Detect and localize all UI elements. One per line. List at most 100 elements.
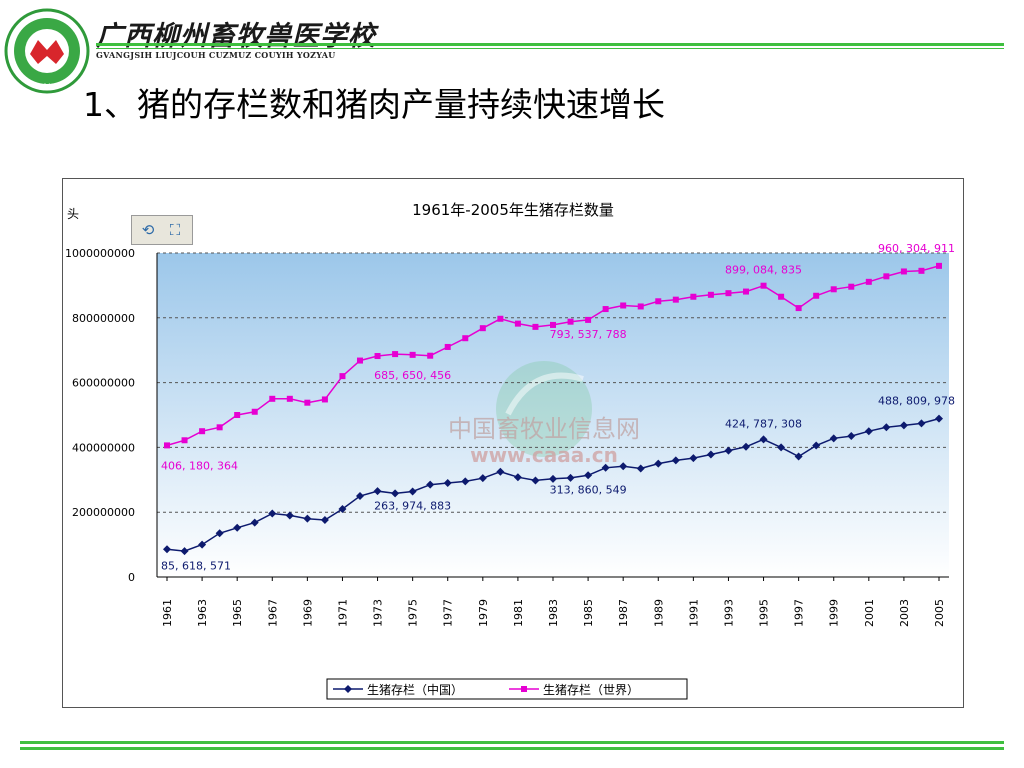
data-point [689, 454, 698, 463]
data-point [778, 293, 785, 300]
data-point [724, 446, 733, 455]
data-point [269, 395, 276, 402]
y-tick-label: 0 [128, 571, 135, 584]
data-point [163, 545, 171, 554]
data-point [339, 373, 346, 380]
data-point [602, 306, 609, 313]
legend-label: 生猪存栏（世界） [543, 682, 639, 697]
school-logo: 1940 [4, 8, 90, 94]
data-point [531, 476, 540, 485]
x-tick-label: 1969 [301, 599, 314, 627]
data-point [285, 511, 294, 520]
data-point [672, 296, 679, 303]
data-point [567, 318, 574, 325]
data-point [725, 290, 732, 297]
legend-label: 生猪存栏（中国） [367, 682, 463, 697]
data-point [760, 282, 767, 289]
data-point [743, 288, 749, 295]
data-point [759, 435, 768, 444]
data-point [742, 442, 750, 451]
x-tick-label: 1991 [687, 599, 700, 627]
data-point [357, 357, 363, 364]
data-point [899, 421, 908, 430]
x-tick-label: 1995 [758, 599, 771, 627]
pig-inventory-line-chart: 中国畜牧业信息网 www.caaa.cn 0 200000000 400000000… [65, 201, 955, 700]
data-label: 899, 084, 835 [725, 264, 802, 277]
data-point [180, 547, 189, 556]
watermark-url: www.caaa.cn [470, 443, 618, 467]
data-point [865, 278, 872, 285]
data-point [215, 529, 224, 538]
header-divider-thin [96, 48, 1004, 49]
data-point [233, 523, 242, 532]
data-point [900, 268, 907, 275]
y-tick-label: 1000000000 [65, 247, 135, 260]
data-point [777, 443, 786, 452]
data-point [883, 273, 890, 280]
data-point [601, 463, 610, 472]
data-point [303, 514, 312, 523]
data-point [864, 427, 873, 436]
x-tick-label: 1961 [161, 599, 174, 627]
watermark-text: 中国畜牧业信息网 [448, 415, 640, 443]
data-point [532, 323, 539, 330]
data-label: 85, 618, 571 [161, 559, 231, 572]
x-tick-label: 1997 [793, 599, 806, 627]
data-point [444, 343, 451, 350]
x-tick-label: 1977 [442, 599, 455, 627]
data-point [847, 432, 856, 441]
data-point [655, 298, 662, 305]
data-label: 685, 650, 456 [374, 369, 451, 382]
data-point [164, 442, 170, 449]
plot-area [157, 253, 949, 577]
data-point [392, 351, 399, 358]
x-tick-label: 1965 [231, 599, 244, 627]
data-point [216, 424, 223, 431]
x-tick-label: 1973 [372, 599, 385, 627]
data-point [427, 352, 434, 359]
data-point [374, 353, 381, 360]
data-point [250, 518, 259, 527]
data-label: 424, 787, 308 [725, 417, 802, 430]
x-tick-label: 1981 [512, 599, 525, 627]
data-point [829, 434, 838, 443]
data-point [794, 452, 803, 461]
footer-divider [20, 741, 1004, 744]
data-point [286, 395, 293, 402]
data-point [320, 515, 329, 524]
data-point [304, 399, 311, 406]
data-label: 960, 304, 911 [878, 242, 955, 255]
header-divider [96, 43, 1004, 46]
data-label: 793, 537, 788 [550, 328, 627, 341]
data-point [706, 450, 715, 459]
x-tick-label: 1979 [477, 599, 490, 627]
x-tick-label: 1985 [582, 599, 595, 627]
data-point [513, 473, 522, 482]
legend-marker [521, 686, 527, 692]
data-point [671, 456, 680, 465]
data-point [496, 467, 505, 476]
school-name-cn: 广西柳州畜牧兽医学校 [96, 21, 376, 52]
rotate-icon[interactable]: ⟲ [141, 221, 155, 239]
data-point [408, 487, 417, 496]
data-point [636, 464, 645, 473]
chart-frame: 中国畜牧业信息网 www.caaa.cn 0 200000000 400000000… [62, 178, 964, 708]
footer-divider-lower [20, 747, 1004, 750]
data-point [426, 480, 435, 489]
fullscreen-icon[interactable]: ⛶ [169, 221, 181, 239]
x-tick-label: 1967 [266, 599, 279, 627]
y-axis-unit-label: 头 [67, 207, 79, 221]
data-point [620, 302, 627, 309]
y-tick-label: 400000000 [72, 441, 135, 454]
data-point [813, 292, 820, 299]
data-point [321, 396, 328, 403]
data-point [373, 487, 382, 496]
data-point [848, 283, 855, 290]
x-tick-label: 1971 [336, 599, 349, 627]
x-tick-label: 1975 [407, 599, 420, 627]
data-point [935, 414, 943, 423]
data-point [882, 423, 891, 432]
data-point [181, 437, 188, 444]
data-point [478, 474, 487, 483]
x-tick-label: 1987 [617, 599, 630, 627]
